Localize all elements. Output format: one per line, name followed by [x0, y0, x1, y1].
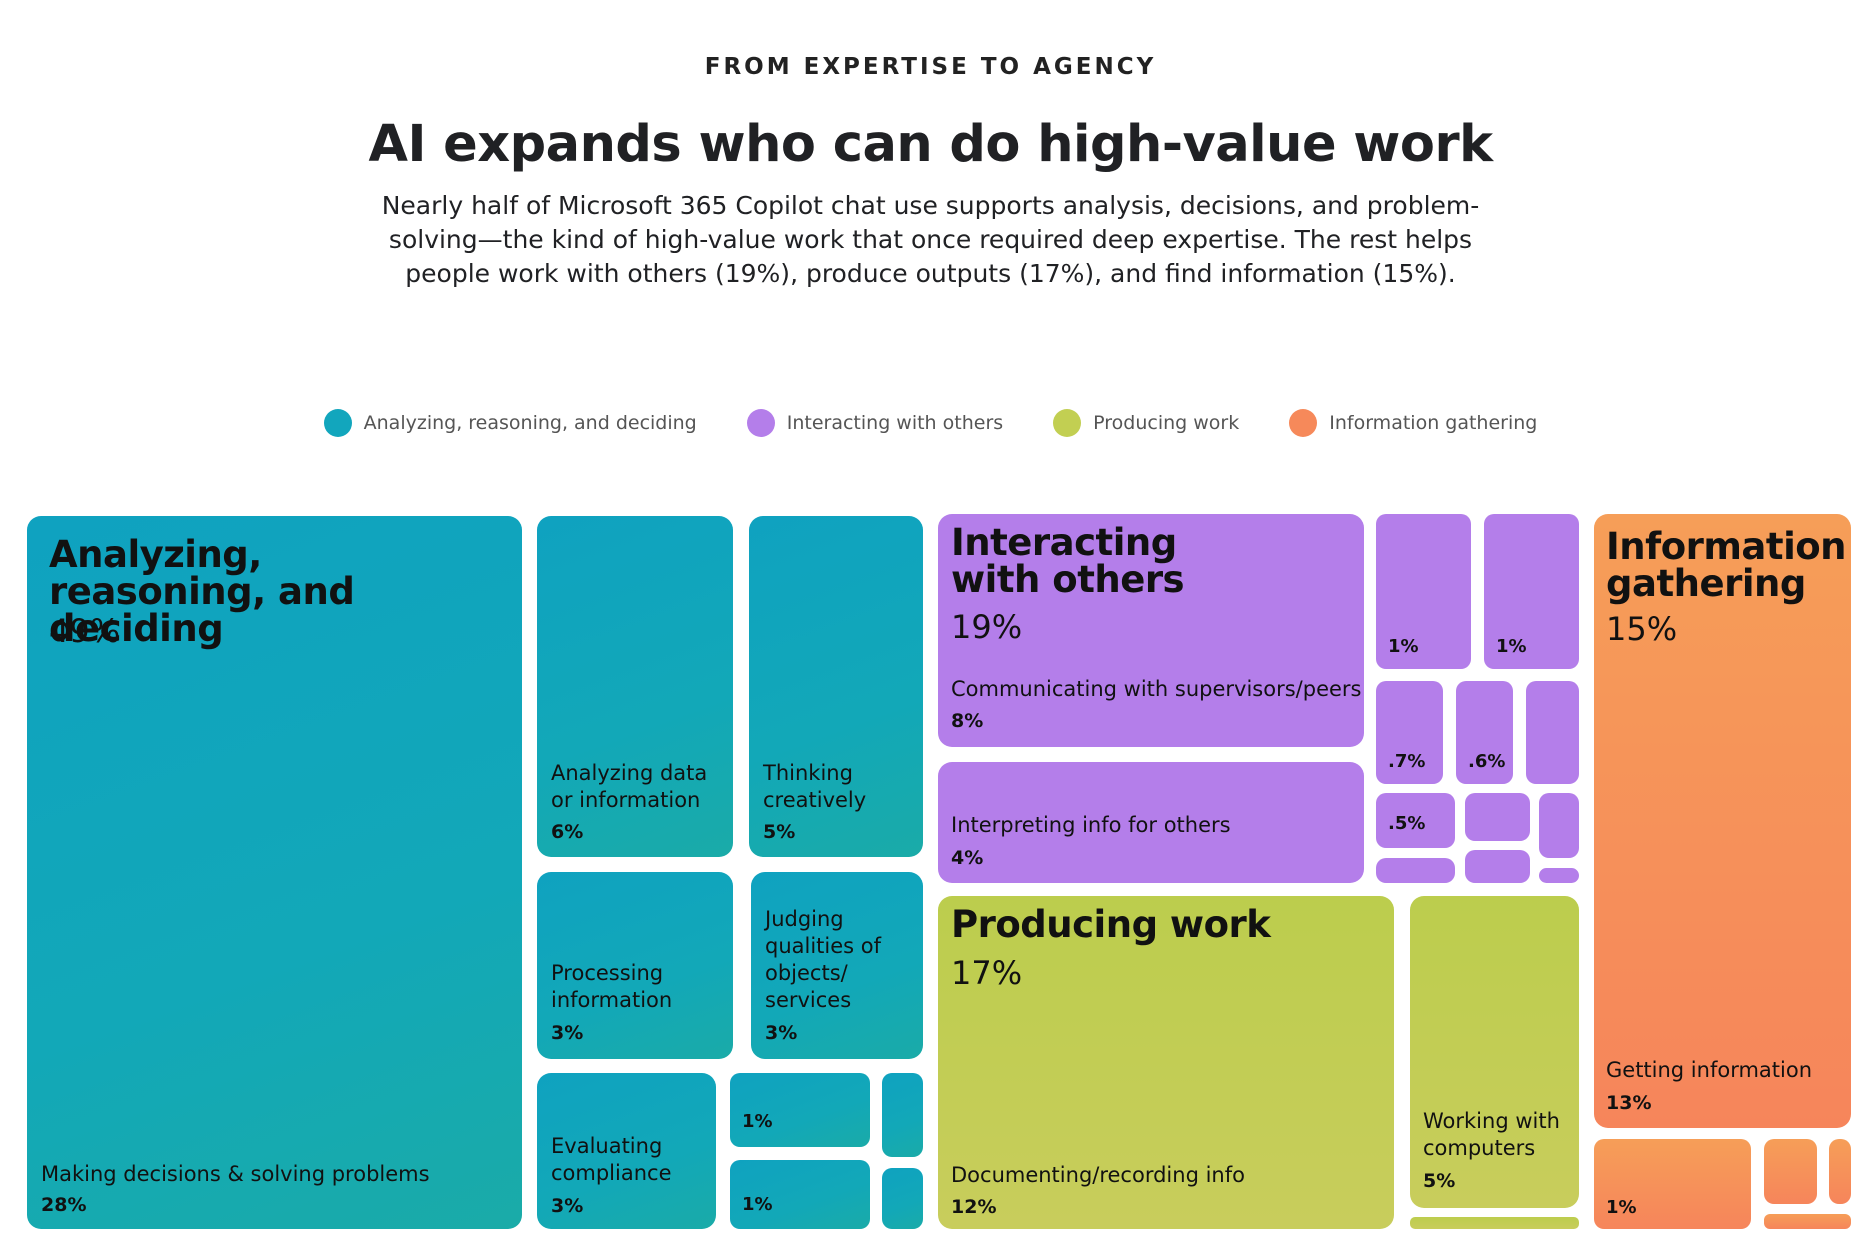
sub-pct-analyzing-data: 6% — [551, 821, 584, 843]
treemap-cell-thinking-creatively: Thinking creatively 5% — [749, 516, 923, 857]
category-pct-information: 15% — [1606, 610, 1678, 648]
category-pct-interacting: 19% — [951, 608, 1023, 646]
treemap-cell-interact-small-8 — [1539, 793, 1579, 858]
treemap-cell-info-small-4 — [1764, 1214, 1851, 1229]
chart-subtitle: Nearly half of Microsoft 365 Copilot cha… — [381, 191, 1480, 288]
sub-name-analyzing-data: Analyzing data or information — [551, 761, 708, 812]
legend-label-analyzing: Analyzing, reasoning, and deciding — [363, 412, 697, 434]
treemap-cell-analyzing-data: Analyzing data or information 6% — [537, 516, 733, 857]
treemap-cell-documenting: Producing work 17% Documenting/recording… — [938, 896, 1394, 1229]
sub-name-communicating: Communicating with supervisors/peers — [951, 677, 1362, 701]
chart-title: AI expands who can do high-value work — [368, 115, 1493, 174]
sub-pct-getting-information: 13% — [1606, 1092, 1652, 1114]
legend-label-interacting: Interacting with others — [786, 412, 1004, 434]
category-name-producing: Producing work — [951, 903, 1271, 946]
treemap-cell-making-decisions: Analyzing, reasoning, and deciding 49% M… — [27, 516, 522, 1229]
treemap-cell-analyze-small-1b — [882, 1073, 923, 1157]
sub-pct-analyze-small-1: 1% — [742, 1111, 773, 1132]
category-pct-analyzing: 49% — [49, 612, 121, 650]
legend-dot-interacting — [746, 409, 775, 437]
sub-name-making-decisions: Making decisions & solving problems — [41, 1162, 430, 1186]
sub-pct-communicating: 8% — [951, 710, 984, 732]
treemap-cell-interact-small-7 — [1465, 793, 1530, 841]
sub-pct-interact-small-6: .5% — [1388, 813, 1426, 834]
sub-name-evaluating-compliance: Evaluating compliance — [551, 1134, 672, 1185]
sub-pct-documenting: 12% — [951, 1196, 997, 1218]
treemap-cell-info-small-3 — [1829, 1139, 1851, 1204]
sub-pct-working-computers: 5% — [1423, 1170, 1456, 1192]
sub-name-working-computers: Working with computers — [1423, 1109, 1560, 1160]
treemap-cell-interact-small-5 — [1526, 681, 1579, 784]
legend-item-information: Information gathering — [1289, 409, 1537, 437]
sub-pct-interact-small-4: .6% — [1468, 751, 1506, 772]
sub-pct-interact-small-3: .7% — [1388, 751, 1426, 772]
treemap-cell-interact-small-9 — [1376, 858, 1455, 883]
category-pct-producing: 17% — [951, 954, 1023, 992]
sub-pct-info-small-1: 1% — [1606, 1197, 1637, 1218]
sub-pct-judging-qualities: 3% — [765, 1022, 798, 1044]
sub-name-interpreting: Interpreting info for others — [951, 813, 1231, 837]
legend-dot-analyzing — [323, 409, 352, 437]
treemap-cell-analyze-small-1: 1% — [730, 1073, 870, 1147]
treemap-cell-analyze-small-2: 1% — [730, 1160, 870, 1229]
treemap-cell-info-small-1: 1% — [1594, 1139, 1751, 1229]
legend-dot-producing — [1053, 409, 1082, 437]
sub-name-documenting: Documenting/recording info — [951, 1163, 1245, 1187]
sub-pct-interact-small-2: 1% — [1496, 636, 1527, 657]
treemap-cell-analyze-small-2b — [882, 1168, 923, 1229]
treemap-cell-interact-small-10 — [1465, 850, 1530, 883]
treemap-cell-info-small-2 — [1764, 1139, 1817, 1204]
sub-pct-evaluating-compliance: 3% — [551, 1195, 584, 1217]
sub-pct-making-decisions: 28% — [41, 1194, 87, 1216]
treemap-cell-interact-small-4: .6% — [1456, 681, 1513, 784]
sub-name-processing-information: Processing information — [551, 961, 673, 1012]
treemap-cell-evaluating-compliance: Evaluating compliance 3% — [537, 1073, 716, 1229]
sub-name-getting-information: Getting information — [1606, 1058, 1813, 1082]
treemap-cell-interpreting: Interpreting info for others 4% — [938, 762, 1364, 883]
treemap-cell-communicating: Interacting with others 19% Communicatin… — [938, 514, 1364, 747]
sub-name-thinking-creatively: Thinking creatively — [763, 761, 867, 812]
legend-item-producing: Producing work — [1053, 409, 1239, 437]
category-name-interacting: Interacting with others — [951, 521, 1185, 601]
category-name-information: Information gathering — [1606, 525, 1847, 605]
legend: Analyzing, reasoning, and deciding Inter… — [0, 409, 1861, 437]
sub-pct-processing-information: 3% — [551, 1022, 584, 1044]
treemap-cell-interact-small-3: .7% — [1376, 681, 1443, 784]
sub-pct-thinking-creatively: 5% — [763, 821, 796, 843]
category-name-analyzing: Analyzing, reasoning, and deciding — [49, 533, 355, 650]
sub-pct-interact-small-1: 1% — [1388, 636, 1419, 657]
sub-name-judging-qualities: Judging qualities of objects/ services — [765, 907, 882, 1012]
treemap-cell-judging-qualities: Judging qualities of objects/ services 3… — [751, 872, 923, 1059]
eyebrow-label: FROM EXPERTISE TO AGENCY — [704, 54, 1157, 80]
treemap-cell-working-computers: Working with computers 5% — [1410, 896, 1579, 1208]
treemap-cell-getting-information: Information gathering 15% Getting inform… — [1594, 514, 1851, 1128]
legend-item-analyzing: Analyzing, reasoning, and deciding — [323, 409, 697, 437]
treemap-cell-produce-small-1 — [1410, 1217, 1579, 1229]
legend-label-producing: Producing work — [1093, 412, 1240, 434]
legend-item-interacting: Interacting with others — [746, 409, 1004, 437]
sub-pct-analyze-small-2: 1% — [742, 1194, 773, 1215]
treemap-cell-interact-small-11 — [1539, 868, 1579, 883]
treemap-cell-processing-information: Processing information 3% — [537, 872, 733, 1059]
legend-label-information: Information gathering — [1329, 412, 1538, 434]
treemap-cell-interact-small-2: 1% — [1484, 514, 1579, 669]
sub-pct-interpreting: 4% — [951, 847, 984, 869]
legend-dot-information — [1289, 409, 1318, 437]
treemap-cell-interact-small-6: .5% — [1376, 793, 1455, 848]
treemap-cell-interact-small-1: 1% — [1376, 514, 1471, 669]
